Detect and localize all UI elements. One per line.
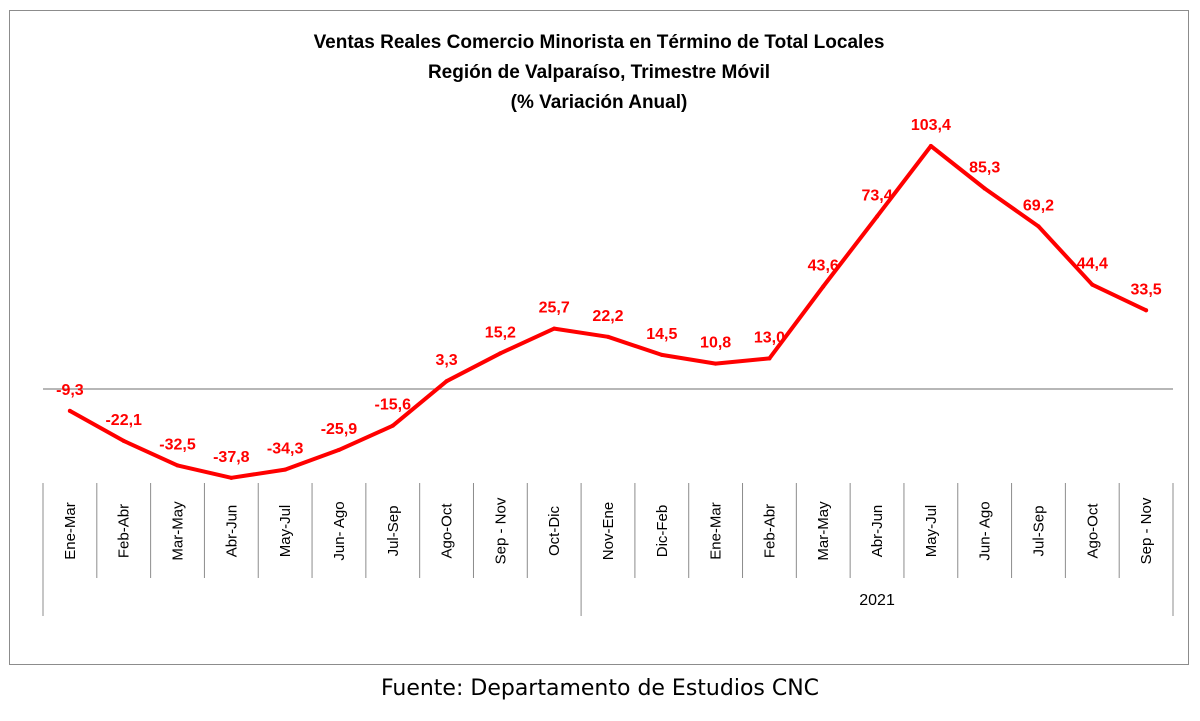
data-point: [552, 326, 557, 331]
data-point: [767, 356, 772, 361]
data-label: 43,6: [808, 258, 839, 275]
data-point: [1036, 224, 1041, 229]
data-point: [821, 284, 826, 289]
data-label: -15,6: [375, 397, 412, 414]
data-point: [928, 144, 933, 149]
series-line-group: [67, 144, 1149, 480]
category-label: Mar-May: [815, 501, 832, 561]
category-label: Jul-Sep: [1030, 506, 1047, 557]
data-label: 14,5: [646, 326, 677, 343]
data-label: 10,8: [700, 335, 731, 352]
category-label: Dic-Feb: [654, 505, 671, 558]
data-point: [606, 334, 610, 339]
data-point: [659, 352, 664, 357]
data-label: -37,8: [213, 449, 250, 466]
data-point: [121, 438, 126, 443]
data-point: [875, 214, 880, 219]
category-label: Abr-Jun: [869, 505, 886, 558]
category-label: Ene-Mar: [708, 502, 725, 560]
data-point: [390, 423, 395, 428]
chart-title-line: Región de Valparaíso, Trimestre Móvil: [428, 62, 770, 83]
data-label: 85,3: [969, 160, 1000, 177]
line-chart: Ventas Reales Comercio Minorista en Térm…: [42, 32, 1174, 616]
data-label: 69,2: [1023, 197, 1054, 214]
data-label: 103,4: [911, 117, 951, 134]
group-label: 2021: [859, 592, 895, 609]
category-label: May-Jul: [923, 505, 940, 558]
category-label: Ene-Mar: [62, 502, 79, 560]
category-label: Jun- Ago: [331, 501, 348, 560]
data-point: [444, 379, 449, 384]
data-label: -22,1: [105, 412, 142, 429]
chart-title-line: (% Variación Anual): [511, 92, 688, 113]
data-point: [175, 463, 180, 468]
category-label: Sep - Nov: [492, 497, 509, 564]
data-point: [1090, 282, 1095, 287]
data-point: [982, 186, 987, 191]
data-point: [67, 408, 72, 413]
category-label: Feb-Abr: [761, 504, 778, 558]
data-label: -34,3: [267, 441, 304, 458]
data-label: 73,4: [861, 188, 892, 205]
category-axis: [42, 388, 1174, 616]
data-label: 15,2: [485, 324, 516, 341]
data-label: 3,3: [435, 352, 457, 369]
category-label: Jul-Sep: [385, 506, 402, 557]
data-label: 13,0: [754, 329, 785, 346]
data-label: 33,5: [1131, 281, 1162, 298]
category-label: Sep - Nov: [1138, 497, 1155, 564]
category-label: May-Jul: [277, 505, 294, 558]
data-label: -32,5: [159, 436, 196, 453]
data-point: [713, 361, 718, 366]
category-label: Jun- Ago: [977, 501, 994, 560]
data-point: [283, 467, 288, 472]
category-labels: Ene-Mar Feb-Abr Mar-May Abr-Jun May-Jul Jun- …: [62, 497, 1155, 564]
chart-title-line: Ventas Reales Comercio Minorista en Térm…: [314, 32, 885, 53]
chart-title: Ventas Reales Comercio Minorista en Térm…: [314, 32, 885, 113]
chart-frame: Ventas Reales Comercio Minorista en Térm…: [9, 10, 1189, 665]
category-label: Abr-Jun: [223, 505, 240, 558]
category-label: Nov-Ene: [600, 502, 617, 560]
category-label: Ago-Oct: [1084, 503, 1101, 559]
data-label: -9,3: [56, 382, 84, 399]
data-point: [229, 475, 234, 480]
data-label: 25,7: [539, 300, 570, 317]
data-point: [1144, 308, 1149, 313]
category-label: Feb-Abr: [116, 504, 133, 558]
category-label: Mar-May: [170, 501, 187, 561]
data-point: [498, 351, 503, 356]
category-groups: 2021: [859, 592, 895, 609]
data-point: [336, 447, 341, 452]
data-label: -25,9: [321, 421, 358, 438]
data-label: 22,2: [592, 308, 623, 325]
category-label: Ago-Oct: [439, 503, 456, 559]
data-label: 44,4: [1077, 256, 1108, 273]
data-labels: -9,3 -22,1 -32,5 -37,8 -34,3 -25,9 -15,6 3,3 15,…: [56, 117, 1162, 466]
category-label: Oct-Dic: [546, 506, 563, 556]
source-note: Fuente: Departamento de Estudios CNC: [380, 676, 820, 701]
